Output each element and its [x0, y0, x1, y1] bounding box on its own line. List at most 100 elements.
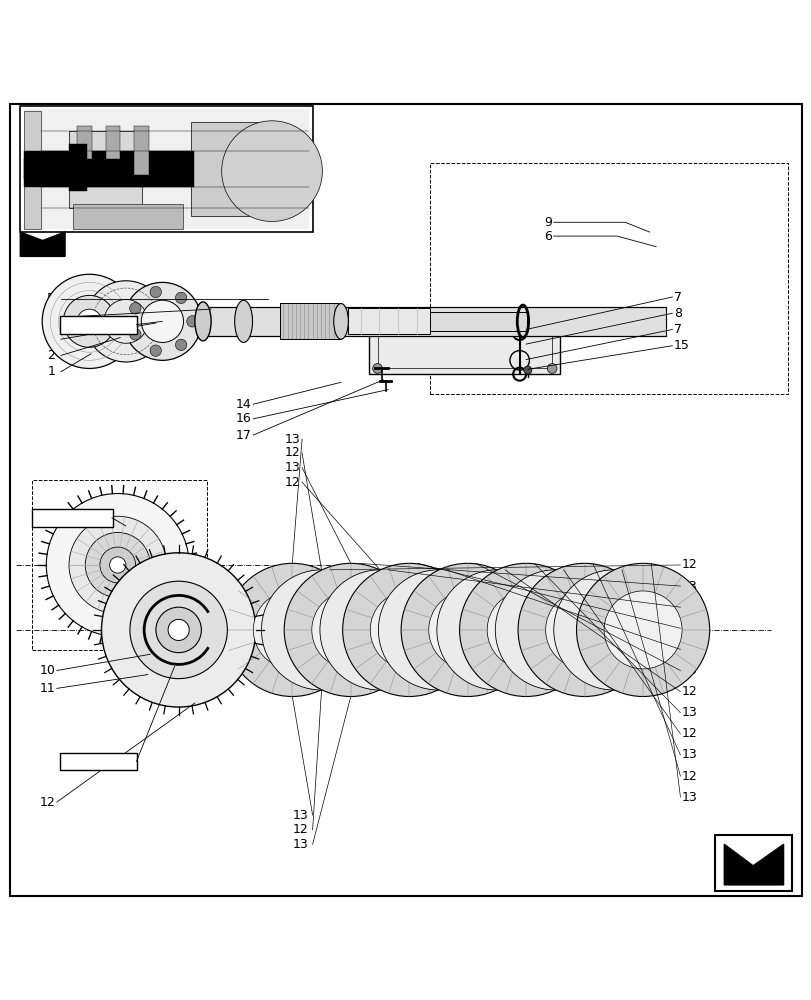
Circle shape: [320, 570, 440, 690]
Text: 7: 7: [673, 291, 681, 304]
Text: 13: 13: [292, 809, 307, 822]
Text: 11: 11: [40, 682, 55, 695]
Circle shape: [370, 591, 448, 669]
Circle shape: [101, 553, 255, 707]
Text: 13: 13: [285, 461, 300, 474]
Bar: [24, 111, 41, 229]
Text: 17: 17: [235, 429, 251, 442]
Circle shape: [187, 316, 198, 327]
Circle shape: [495, 570, 615, 690]
Bar: [24, 151, 194, 187]
Circle shape: [577, 594, 649, 666]
Circle shape: [428, 591, 506, 669]
Text: 1.32.1: 1.32.1: [54, 513, 90, 523]
Text: 16: 16: [236, 412, 251, 425]
Circle shape: [436, 570, 556, 690]
Text: 6: 6: [543, 230, 551, 243]
Text: 7: 7: [673, 323, 681, 336]
Circle shape: [547, 322, 556, 332]
Text: 13: 13: [681, 622, 697, 635]
Circle shape: [100, 547, 135, 583]
Polygon shape: [369, 321, 560, 374]
Bar: [20, 106, 312, 232]
Circle shape: [284, 563, 417, 697]
Ellipse shape: [333, 303, 348, 339]
Text: 15: 15: [673, 339, 689, 352]
FancyBboxPatch shape: [60, 753, 137, 770]
Circle shape: [85, 281, 166, 362]
Text: 12: 12: [681, 770, 697, 783]
Bar: [280, 303, 341, 339]
Circle shape: [344, 594, 415, 666]
Circle shape: [42, 274, 136, 368]
FancyBboxPatch shape: [32, 509, 113, 527]
Text: 13: 13: [681, 664, 697, 677]
Circle shape: [130, 581, 227, 679]
Circle shape: [104, 299, 148, 343]
Text: 10: 10: [39, 664, 55, 677]
Circle shape: [285, 594, 357, 666]
Text: 3: 3: [47, 333, 55, 346]
Text: 13: 13: [285, 433, 300, 446]
Text: 13: 13: [681, 706, 697, 719]
Circle shape: [461, 594, 532, 666]
Circle shape: [130, 303, 141, 314]
Circle shape: [372, 364, 382, 373]
Text: 12: 12: [681, 643, 697, 656]
Circle shape: [378, 570, 498, 690]
Circle shape: [459, 563, 592, 697]
Circle shape: [150, 345, 161, 356]
Circle shape: [401, 563, 534, 697]
Circle shape: [342, 563, 475, 697]
Circle shape: [372, 322, 382, 332]
FancyBboxPatch shape: [60, 316, 137, 334]
Text: 1: 1: [47, 365, 55, 378]
Text: 12: 12: [285, 446, 300, 459]
Circle shape: [168, 619, 189, 640]
Bar: [134, 126, 148, 175]
Circle shape: [261, 570, 381, 690]
Text: 14: 14: [236, 398, 251, 411]
Circle shape: [123, 282, 201, 360]
Text: PAG. 4: PAG. 4: [80, 756, 116, 766]
Bar: [73, 204, 182, 229]
Bar: [24, 109, 309, 229]
Circle shape: [221, 121, 322, 221]
Circle shape: [311, 591, 389, 669]
Circle shape: [175, 339, 187, 351]
Text: 13: 13: [292, 838, 307, 851]
Circle shape: [519, 594, 590, 666]
Circle shape: [402, 594, 474, 666]
Circle shape: [141, 300, 183, 342]
Text: 12: 12: [292, 823, 307, 836]
Text: 13: 13: [681, 748, 697, 761]
Ellipse shape: [195, 302, 211, 341]
Text: PAG. 3: PAG. 3: [80, 320, 116, 330]
Bar: [77, 126, 92, 175]
Bar: [429, 312, 526, 331]
Text: 12: 12: [681, 685, 697, 698]
Text: 12: 12: [681, 727, 697, 740]
Circle shape: [85, 532, 150, 597]
Text: 12: 12: [40, 796, 55, 809]
Circle shape: [553, 570, 673, 690]
Bar: [348, 308, 429, 334]
Circle shape: [545, 591, 623, 669]
Bar: [105, 126, 120, 175]
Text: 12: 12: [681, 601, 697, 614]
Circle shape: [603, 591, 681, 669]
Circle shape: [175, 292, 187, 304]
Text: 2: 2: [47, 349, 55, 362]
Ellipse shape: [234, 300, 252, 342]
Circle shape: [487, 591, 564, 669]
Text: 12: 12: [285, 476, 300, 489]
Circle shape: [130, 329, 141, 340]
Text: 4: 4: [47, 311, 55, 324]
Circle shape: [63, 295, 115, 347]
Circle shape: [156, 607, 201, 653]
Circle shape: [69, 516, 166, 614]
Circle shape: [150, 286, 161, 298]
Circle shape: [253, 591, 331, 669]
Circle shape: [517, 563, 650, 697]
Circle shape: [109, 557, 126, 573]
